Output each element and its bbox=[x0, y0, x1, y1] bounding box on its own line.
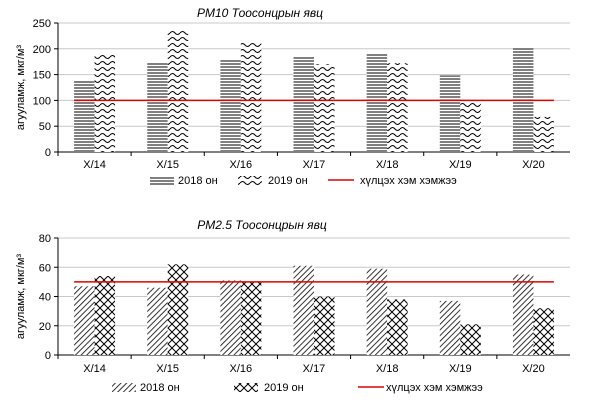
y-tick-label: 100 bbox=[33, 95, 51, 107]
y-axis-label: агууламж, мкг/м³ bbox=[15, 45, 27, 130]
bar-series1 bbox=[220, 280, 241, 355]
bar-series1 bbox=[74, 81, 95, 152]
legend: 2018 он 2019 он хүлцэх хэм хэмжээ bbox=[112, 382, 483, 394]
x-tick-label: X/20 bbox=[522, 159, 545, 171]
y-tick-label: 40 bbox=[39, 292, 51, 304]
bar-series2 bbox=[94, 276, 116, 355]
x-tick-label: X/16 bbox=[230, 159, 253, 171]
bar-series2 bbox=[167, 29, 189, 152]
bar-series2 bbox=[460, 324, 481, 355]
bar-series1 bbox=[147, 63, 168, 152]
y-tick-label: 250 bbox=[33, 18, 51, 30]
y-tick-label: 60 bbox=[39, 262, 51, 274]
y-tick-label: 200 bbox=[33, 44, 51, 56]
x-tick-label: X/18 bbox=[376, 363, 399, 375]
bar-series1 bbox=[366, 268, 388, 355]
x-tick-label: X/19 bbox=[449, 363, 472, 375]
legend: 2018 он 2019 он хүлцэх хэм хэмжээ bbox=[150, 175, 457, 187]
bar-series1 bbox=[512, 47, 534, 152]
x-tick-label: X/19 bbox=[449, 159, 472, 171]
bar-series1 bbox=[366, 53, 388, 152]
bar-series2 bbox=[533, 116, 554, 152]
x-tick-label: X/17 bbox=[303, 363, 326, 375]
bar-series2 bbox=[314, 64, 335, 152]
bar-series2 bbox=[387, 63, 408, 152]
legend-swatch-series1 bbox=[150, 176, 174, 185]
x-tick-label: X/18 bbox=[376, 159, 399, 171]
bar-series1 bbox=[74, 286, 95, 355]
y-tick-label: 0 bbox=[45, 147, 51, 159]
bar-series1 bbox=[512, 274, 534, 355]
pm10-chart: PM10 Тоосонцрын явц 0 50 100 150 200 250 агуула… bbox=[15, 6, 570, 187]
bar-series1 bbox=[439, 300, 461, 355]
legend-swatch-series2 bbox=[238, 176, 262, 185]
legend-label-series2: 2019 он bbox=[268, 175, 308, 187]
bar-series2 bbox=[94, 53, 116, 152]
bar-series2 bbox=[240, 42, 262, 153]
x-tick-label: X/15 bbox=[156, 363, 179, 375]
legend-label-series1: 2018 он bbox=[178, 175, 218, 187]
chart-title: PM10 Тоосонцрын явц bbox=[197, 6, 323, 20]
bar-series1 bbox=[439, 75, 461, 152]
bar-series2 bbox=[240, 281, 262, 355]
bar-series2 bbox=[387, 299, 408, 355]
x-tick-label: X/14 bbox=[83, 159, 106, 171]
y-axis-label: агууламж, мкг/м³ bbox=[15, 254, 27, 339]
x-tick-label: X/17 bbox=[303, 159, 326, 171]
bar-series2 bbox=[460, 100, 481, 152]
x-tick-label: X/14 bbox=[83, 363, 106, 375]
bar-series1 bbox=[147, 287, 168, 355]
legend-label-reference: хүлцэх хэм хэмжээ bbox=[360, 175, 457, 187]
legend-swatch-series2 bbox=[234, 383, 258, 392]
legend-label-series1: 2018 он bbox=[140, 382, 180, 394]
y-tick-label: 50 bbox=[39, 121, 51, 133]
bar-series1 bbox=[220, 59, 241, 153]
y-tick-label: 20 bbox=[39, 321, 51, 333]
y-tick-label: 80 bbox=[39, 233, 51, 245]
bar-series2 bbox=[314, 296, 335, 355]
bar-series1 bbox=[293, 55, 314, 153]
x-tick-label: X/20 bbox=[522, 363, 545, 375]
legend-label-reference: хүлцэх хэм хэмжээ bbox=[386, 382, 483, 394]
y-tick-label: 0 bbox=[45, 350, 51, 362]
y-tick-label: 150 bbox=[33, 70, 51, 82]
bar-series1 bbox=[293, 265, 314, 355]
legend-label-series2: 2019 он bbox=[264, 382, 304, 394]
bar-series2 bbox=[167, 264, 189, 355]
pm25-chart: PM2.5 Тоосонцрын явц 0 20 40 60 80 агууламж, м… bbox=[15, 218, 570, 394]
x-tick-label: X/15 bbox=[156, 159, 179, 171]
x-tick-label: X/16 bbox=[230, 363, 253, 375]
bar-series2 bbox=[533, 308, 554, 355]
chart-title: PM2.5 Тоосонцрын явц bbox=[197, 218, 327, 232]
legend-swatch-series1 bbox=[112, 383, 136, 392]
